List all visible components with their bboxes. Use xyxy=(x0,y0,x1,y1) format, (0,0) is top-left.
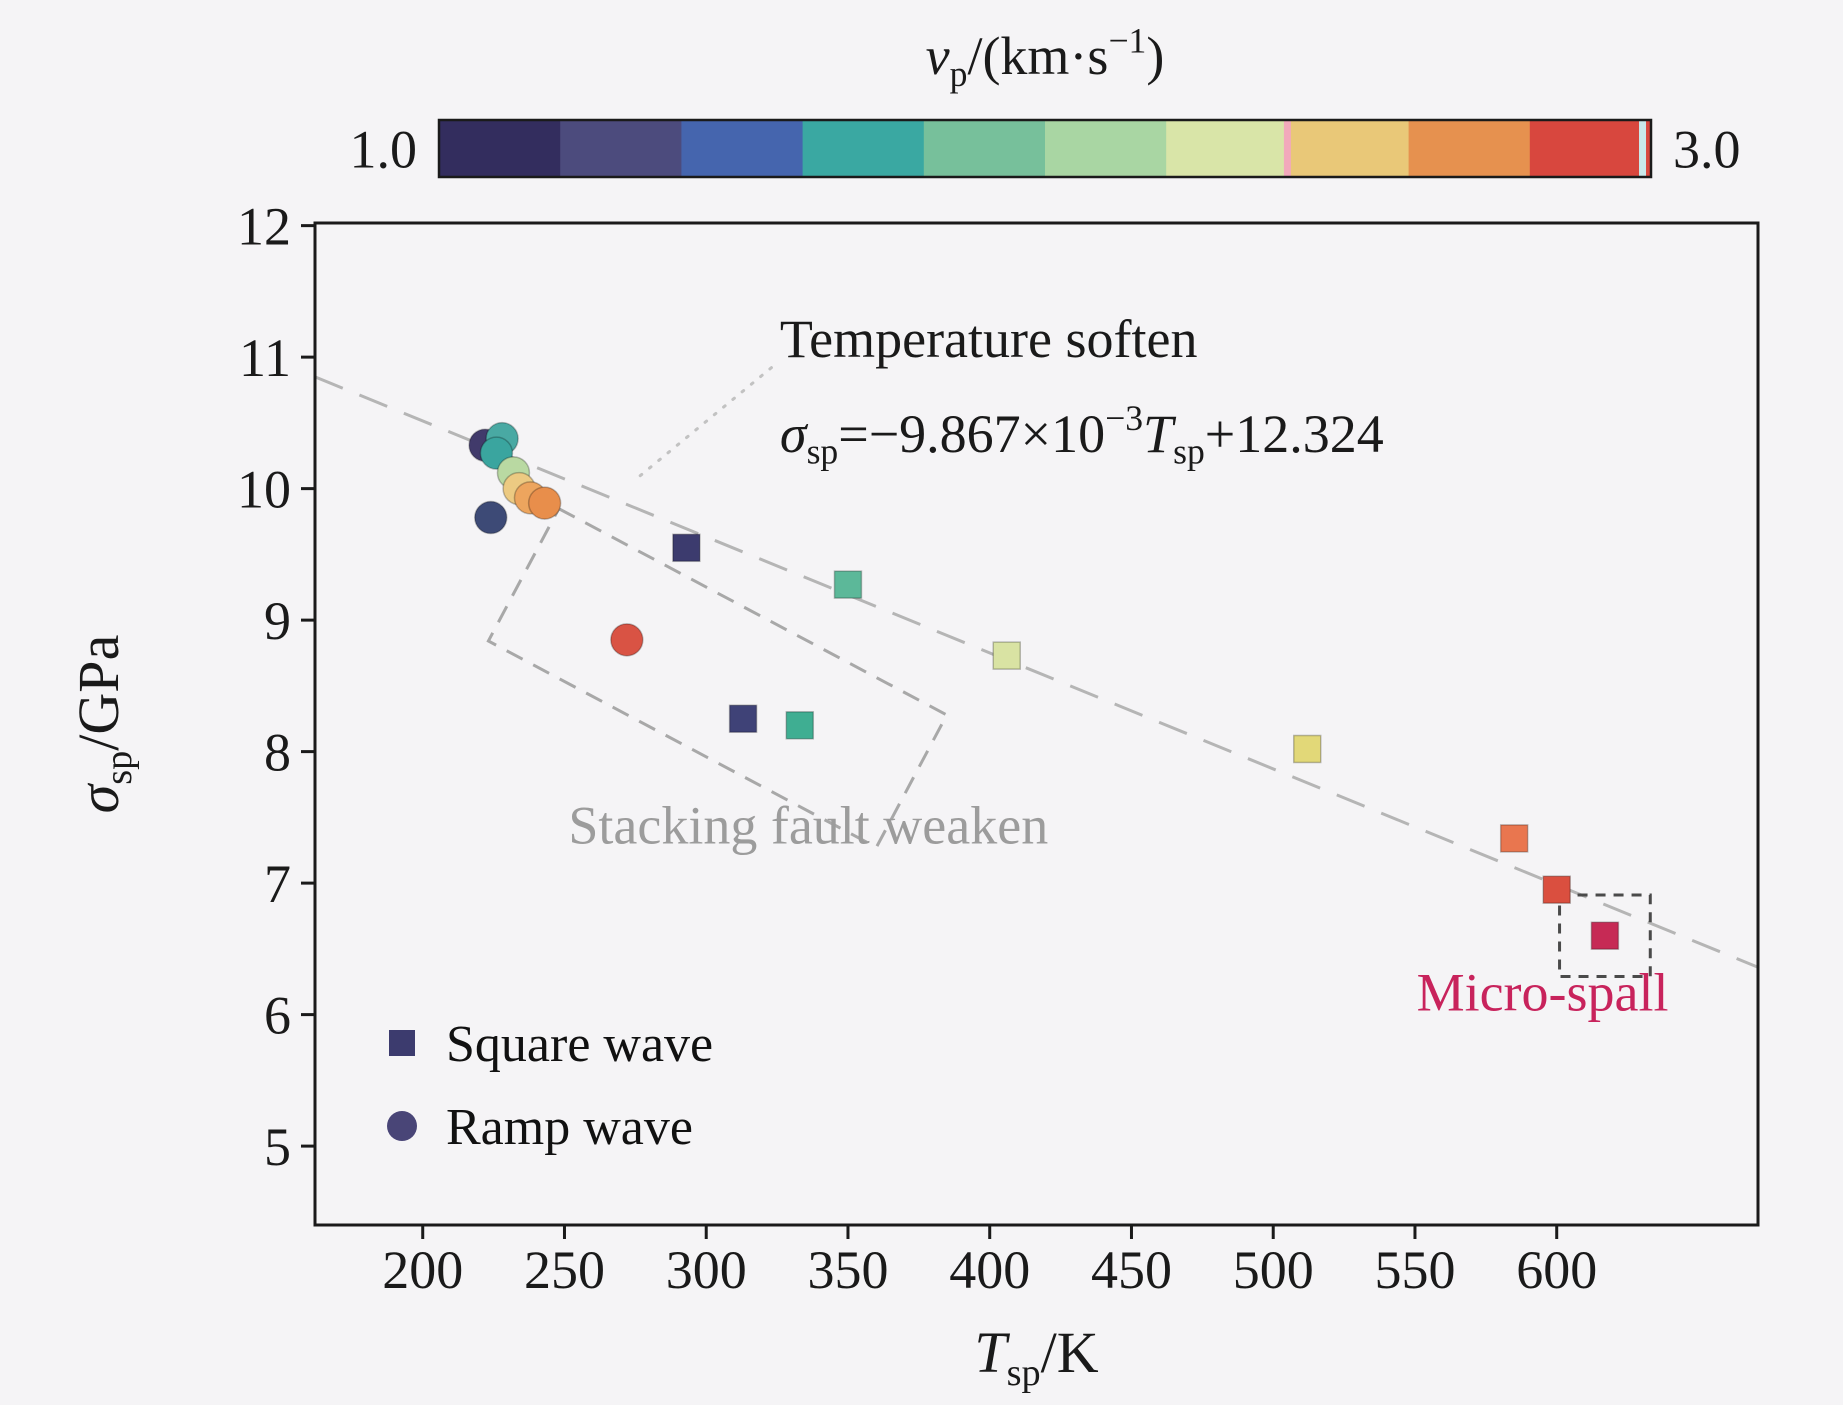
colorbar-segment xyxy=(560,120,682,177)
data-point-square xyxy=(785,711,815,740)
data-point-square xyxy=(1590,921,1620,950)
colorbar-segment xyxy=(439,120,561,177)
data-point-square xyxy=(672,533,701,563)
y-tick-label: 9 xyxy=(264,591,291,651)
y-axis-label: σsp/GPa xyxy=(66,635,140,814)
x-tick-label: 550 xyxy=(1374,1240,1455,1300)
data-point-square xyxy=(992,641,1021,670)
colorbar: vp/(km·s−1) 1.0 3.0 xyxy=(350,20,1741,179)
series-square xyxy=(672,533,1620,950)
colorbar-title: vp/(km·s−1) xyxy=(926,20,1165,93)
data-point-square xyxy=(833,570,863,599)
x-tick-label: 600 xyxy=(1516,1240,1597,1300)
colorbar-segment xyxy=(1166,120,1288,177)
x-tick-label: 350 xyxy=(807,1240,888,1300)
colorbar-segment xyxy=(802,120,925,177)
colorbar-segment xyxy=(1287,120,1410,177)
x-tick-label: 400 xyxy=(949,1240,1030,1300)
data-point-square xyxy=(1292,734,1322,764)
x-tick-label: 300 xyxy=(666,1240,747,1300)
data-point-circle xyxy=(474,500,508,535)
stacking-fault-box xyxy=(486,506,949,850)
y-tick-label: 12 xyxy=(237,197,291,257)
y-tick-label: 7 xyxy=(264,854,291,914)
data-point-square xyxy=(728,704,758,733)
colorbar-max-label: 3.0 xyxy=(1673,120,1741,180)
y-tick-label: 6 xyxy=(264,986,291,1046)
series-circle xyxy=(468,421,644,657)
stacking-fault-label: Stacking fault weaken xyxy=(568,796,1048,856)
y-tick-label: 10 xyxy=(237,460,291,520)
colorbar-segment xyxy=(681,120,804,177)
micro-spall-box xyxy=(1558,893,1652,978)
legend-marker-square xyxy=(389,1030,415,1056)
colorbar-divider xyxy=(1283,120,1291,177)
trend-leader-line xyxy=(631,366,773,484)
legend: Square wave Ramp wave xyxy=(387,1016,713,1156)
y-tick-label: 11 xyxy=(239,328,291,388)
data-point-circle xyxy=(527,486,562,520)
trend-line xyxy=(314,375,1759,969)
colorbar-min-label: 1.0 xyxy=(350,120,418,180)
x-axis-label: Tsp/K xyxy=(974,1320,1098,1394)
colorbar-segment xyxy=(1529,120,1652,177)
legend-marker-circle xyxy=(387,1111,417,1141)
x-tick-label: 450 xyxy=(1091,1240,1172,1300)
data-point-circle xyxy=(610,623,644,657)
data-point-square xyxy=(1542,875,1571,904)
y-tick-label: 8 xyxy=(264,723,291,783)
plot-frame xyxy=(313,221,1760,1227)
trend-equation: σsp=−9.867×10−3Tsp+12.324 xyxy=(780,398,1384,471)
y-tick-label: 5 xyxy=(264,1117,291,1177)
colorbar-segment xyxy=(923,120,1046,177)
colorbar-segment xyxy=(1045,120,1167,177)
colorbar-segment xyxy=(1408,120,1531,177)
x-tick-label: 250 xyxy=(524,1240,605,1300)
x-tick-label: 200 xyxy=(382,1240,463,1300)
data-point-square xyxy=(1499,824,1529,853)
legend-label: Ramp wave xyxy=(446,1099,693,1156)
micro-spall-label: Micro-spall xyxy=(1417,963,1669,1023)
trend-label: Temperature soften xyxy=(780,309,1198,369)
colorbar-border xyxy=(437,118,1653,179)
legend-label: Square wave xyxy=(446,1016,713,1073)
colorbar-divider xyxy=(1639,120,1647,177)
x-tick-label: 500 xyxy=(1233,1240,1314,1300)
